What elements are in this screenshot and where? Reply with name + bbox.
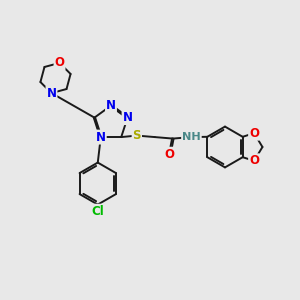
Text: O: O [165, 148, 175, 161]
Text: N: N [46, 87, 56, 100]
Text: O: O [55, 56, 64, 69]
Text: NH: NH [182, 132, 201, 142]
Text: S: S [133, 129, 141, 142]
Text: N: N [96, 130, 106, 144]
Text: N: N [122, 111, 133, 124]
Text: N: N [106, 99, 116, 112]
Text: Cl: Cl [92, 205, 104, 218]
Text: O: O [249, 154, 259, 167]
Text: O: O [249, 127, 259, 140]
